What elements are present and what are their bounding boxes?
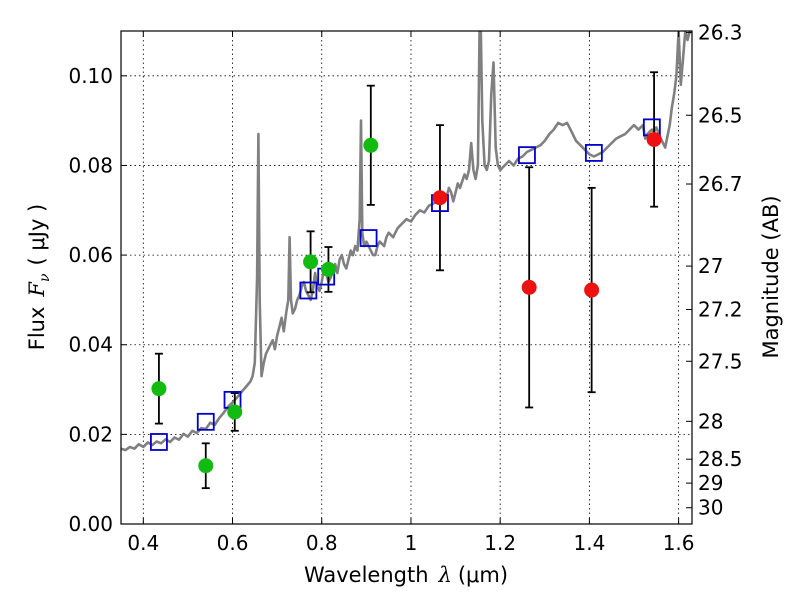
observed-point [432, 190, 448, 206]
x-tick-label: 1.4 [573, 531, 605, 555]
mag-tick-label: 27.5 [698, 349, 743, 373]
mag-tick-label: 27.2 [698, 297, 743, 321]
observed-point [303, 254, 319, 270]
observed-point [521, 279, 537, 295]
grid [121, 31, 692, 525]
x-tick-label: 1.6 [663, 531, 695, 555]
model-band-marker [359, 229, 378, 247]
x-tick-label: 0.8 [306, 531, 338, 555]
y-tick-label: 0.02 [68, 422, 113, 446]
y-tick-label: 0.04 [68, 333, 113, 357]
x-axis-label: Wavelength λ (μm) [304, 563, 508, 587]
model-spectrum-line [121, 31, 692, 452]
mag-tick-label: 30 [698, 496, 723, 520]
mag-tick-label: 26.7 [698, 172, 743, 196]
axis-ticks: 0.4 0.6 0.8 1 1.2 1.4 1.6 0.00 0.02 0.04 0.06 0.08 0… [68, 21, 742, 555]
observed-point [151, 381, 167, 397]
plot-area [121, 31, 692, 490]
y-axis-right-label: Magnitude (AB) [759, 195, 783, 358]
observed-point [320, 261, 336, 277]
mag-tick-label: 26.5 [698, 103, 743, 127]
y-tick-label: 0.10 [68, 64, 113, 88]
plot-frame [120, 30, 693, 525]
x-tick-label: 1.2 [484, 531, 516, 555]
y-tick-label: 0.06 [68, 243, 113, 267]
model-band-marker [584, 144, 603, 162]
model-band-marker [196, 412, 215, 431]
y-tick-label: 0.08 [68, 153, 113, 177]
observed-point [227, 404, 243, 420]
y-axis-label: FluxFν( μJy ) [25, 204, 53, 350]
observed-point [198, 458, 214, 474]
mag-tick-label: 29 [698, 471, 723, 495]
mag-tick-label: 28 [698, 409, 723, 433]
mag-tick-label: 28.5 [698, 447, 743, 471]
model-band-marker [299, 281, 318, 300]
x-tick-label: 1 [405, 531, 418, 555]
observed-point [363, 137, 379, 153]
mag-tick-label: 26.3 [698, 21, 743, 45]
model-band-marker [150, 433, 168, 451]
mag-tick-label: 27 [698, 254, 723, 278]
y-tick-label: 0.00 [68, 512, 113, 536]
observed-point [646, 131, 662, 147]
model-band-marker [518, 146, 536, 165]
observed-point [584, 282, 600, 298]
x-tick-label: 0.4 [127, 531, 159, 555]
x-tick-label: 0.6 [217, 531, 249, 555]
